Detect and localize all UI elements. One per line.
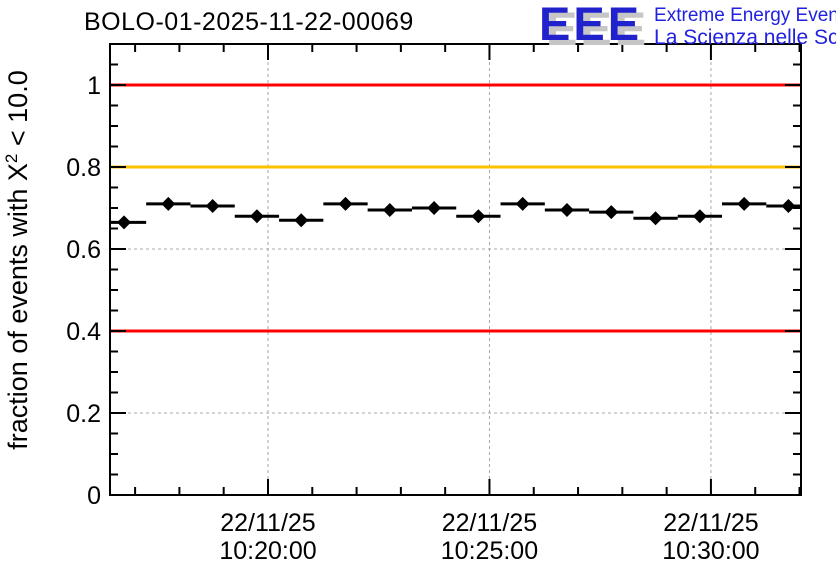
data-point-marker xyxy=(515,196,530,211)
eee-logo-acronym: EEE xyxy=(539,0,643,50)
chart-title: BOLO-01-2025-11-22-00069 xyxy=(84,8,414,36)
data-point-marker xyxy=(692,209,707,224)
data-point-marker xyxy=(249,209,264,224)
eee-logo: EEE Extreme Energy Events La Scienza nel… xyxy=(539,0,836,50)
plot-frame xyxy=(109,43,802,496)
data-point-marker xyxy=(471,209,486,224)
data-point-marker xyxy=(559,203,574,218)
y-axis-title-prefix: fraction of events with X xyxy=(3,163,33,450)
data-point-marker xyxy=(117,215,132,230)
y-tick-label: 0.2 xyxy=(66,400,101,428)
logo-line2: La Scienza nelle Scuole xyxy=(654,26,836,49)
logo-line1: Extreme Energy Events xyxy=(654,5,836,26)
data-point-marker xyxy=(648,211,663,226)
data-point-marker xyxy=(205,198,220,213)
data-point-marker xyxy=(338,196,353,211)
data-point-marker xyxy=(294,213,309,228)
y-tick-label: 0.8 xyxy=(66,154,101,182)
data-point-marker xyxy=(382,203,397,218)
x-tick-label-time: 10:25:00 xyxy=(441,537,538,565)
y-axis-title-sup: 2 xyxy=(2,153,21,164)
x-tick-label-date: 22/11/25 xyxy=(663,509,758,537)
y-tick-label: 0.6 xyxy=(66,236,101,264)
y-tick-label: 1 xyxy=(87,72,101,100)
x-tick-label-date: 22/11/25 xyxy=(220,509,315,537)
x-tick-label-date: 22/11/25 xyxy=(442,509,537,537)
data-point-marker xyxy=(427,201,442,215)
y-tick-label: 0.4 xyxy=(66,318,101,346)
y-tick-label: 0 xyxy=(87,482,101,510)
data-point-marker xyxy=(161,196,176,211)
x-tick-label-time: 10:30:00 xyxy=(662,537,759,565)
data-point-marker xyxy=(737,196,752,211)
y-axis-title-suffix: < 10.0 xyxy=(3,70,33,154)
data-point-marker xyxy=(604,205,619,220)
data-series xyxy=(110,196,801,230)
y-axis-title: fraction of events with X2 < 10.0 xyxy=(2,70,34,449)
data-point-marker xyxy=(781,198,796,213)
eee-logo-text: Extreme Energy Events La Scienza nelle S… xyxy=(654,5,836,49)
x-tick-label-time: 10:20:00 xyxy=(219,537,316,565)
